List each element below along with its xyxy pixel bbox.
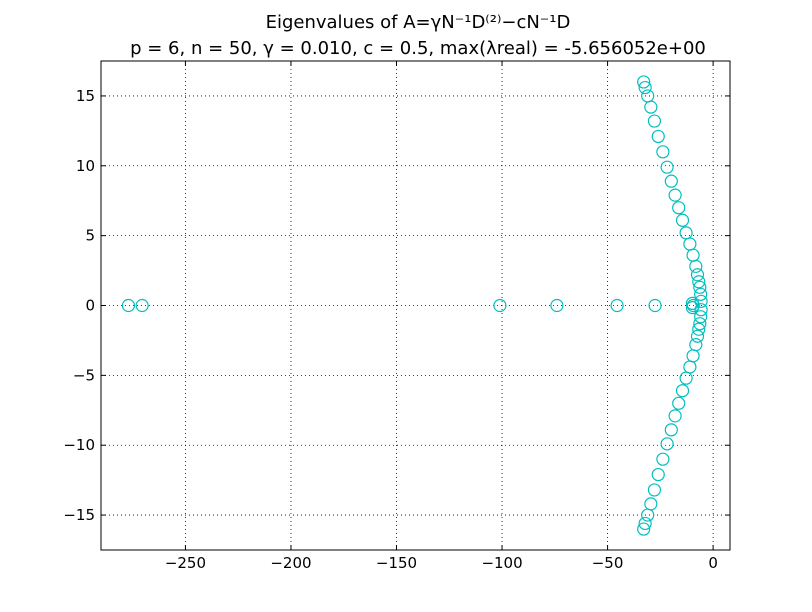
eigenvalue-point [694,287,708,301]
eigenvalue-point [668,188,682,202]
eigenvalue-point [686,349,700,363]
eigenvalue-point [647,483,662,497]
eigenvalue-point [692,275,706,289]
eigenvalue-point [660,437,674,451]
x-tick-label: 0 [708,554,718,572]
chart-title: Eigenvalues of A=γN⁻¹D⁽²⁾−cN⁻¹D [266,12,571,33]
eigenvalue-point [683,360,697,374]
eigenvalue-point [644,100,658,114]
y-tick-label: 5 [85,227,95,245]
eigenvalue-point [638,80,652,95]
eigenvalue-point [651,129,665,144]
eigenvalue-point [648,298,662,313]
y-tick-label: −10 [63,436,95,454]
eigenvalue-point [694,294,708,308]
y-tick-label: −15 [63,506,95,524]
eigenvalue-point [694,303,708,317]
eigenvalue-point [664,174,678,188]
y-tick-label: 15 [76,87,95,105]
chart-subtitle: p = 6, n = 50, γ = 0.010, c = 0.5, max(λ… [130,38,706,59]
eigenvalue-point [610,298,624,313]
eigenvalue-point [679,371,693,385]
eigenvalue-point [644,497,658,511]
eigenvalue-point [686,298,700,313]
data-points [121,75,708,536]
eigenvalue-point [692,322,706,336]
eigenvalue-point [656,145,670,159]
eigenvalue-point [693,280,707,294]
eigenvalue-point [690,268,705,282]
eigenvalue-point [675,213,690,227]
eigenvalue-point [689,259,703,273]
eigenvalue-point [135,298,149,313]
eigenvalue-point [637,75,651,89]
eigenvalue-point [638,516,652,531]
y-tick-label: −5 [73,366,95,384]
eigenvalue-point [672,396,686,410]
eigenvalue-point [675,384,690,398]
y-tick-label: 0 [85,297,95,315]
eigenvalue-point [641,89,655,103]
grid-layer [101,61,730,550]
eigenvalue-point [664,423,678,437]
eigenvalue-point [647,114,662,128]
eigenvalue-point [651,467,665,482]
eigenvalue-point [550,298,564,313]
x-tick-label: −200 [270,554,311,572]
eigenvalue-point [121,298,136,313]
eigenvalue-point [637,522,651,536]
eigenvalue-point [686,248,700,262]
x-tick-label: −150 [376,554,417,572]
eigenvalue-point [690,329,705,343]
y-tick-label: 10 [76,157,95,175]
plot-frame [100,60,731,551]
eigenvalue-point [679,226,693,240]
x-tick-label: −100 [481,554,522,572]
x-tick-label: −50 [592,554,624,572]
eigenvalue-point [660,160,674,174]
eigenvalue-point [641,508,655,522]
x-tick-label: −250 [165,554,206,572]
eigenvalue-point [656,452,670,466]
eigenvalue-point [693,317,707,331]
eigenvalue-point [672,201,686,215]
eigenvalue-point [493,298,507,313]
eigenvalue-point [689,338,703,352]
eigenvalue-point [694,310,708,324]
eigenvalue-point [668,409,682,423]
eigenvalue-point [683,237,697,251]
